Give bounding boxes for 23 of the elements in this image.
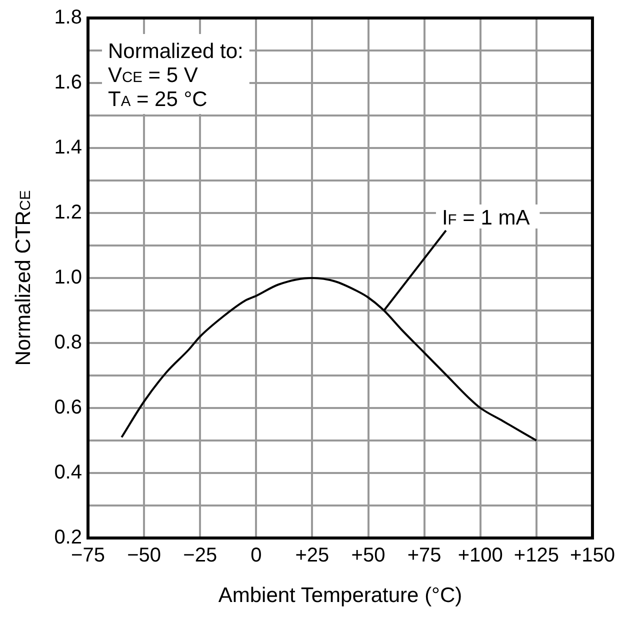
y-axis-title: Normalized CTRCE	[12, 190, 35, 366]
x-tick-label: +100	[458, 544, 503, 567]
x-axis-title: Ambient Temperature (°C)	[218, 584, 462, 608]
y-tick-label: 0.6	[54, 396, 82, 419]
x-tick-label: −50	[127, 544, 162, 567]
y-tick-label: 0.4	[54, 462, 82, 484]
y-tick-label: 0.8	[54, 332, 82, 354]
x-tick-label: +125	[514, 544, 559, 567]
y-tick-label: 1.4	[54, 136, 82, 159]
x-tick-label: +25	[295, 544, 330, 567]
y-tick-label: 1.0	[54, 266, 82, 289]
y-tick-label: 1.2	[54, 202, 82, 224]
annotation: IF = 1 mA	[442, 206, 530, 230]
x-tick-label: +75	[407, 544, 442, 567]
x-tick-label: −25	[183, 544, 218, 567]
annotation: VCE = 5 V	[108, 64, 198, 87]
y-tick-label: 1.8	[54, 6, 82, 29]
x-tick-label: 0	[250, 544, 262, 567]
x-tick-label: +50	[351, 544, 386, 567]
annotation: TA = 25 °C	[108, 88, 208, 111]
annotation: Normalized to:	[108, 40, 244, 63]
x-tick-label: +150	[570, 544, 616, 567]
y-tick-label: 1.6	[54, 72, 82, 94]
